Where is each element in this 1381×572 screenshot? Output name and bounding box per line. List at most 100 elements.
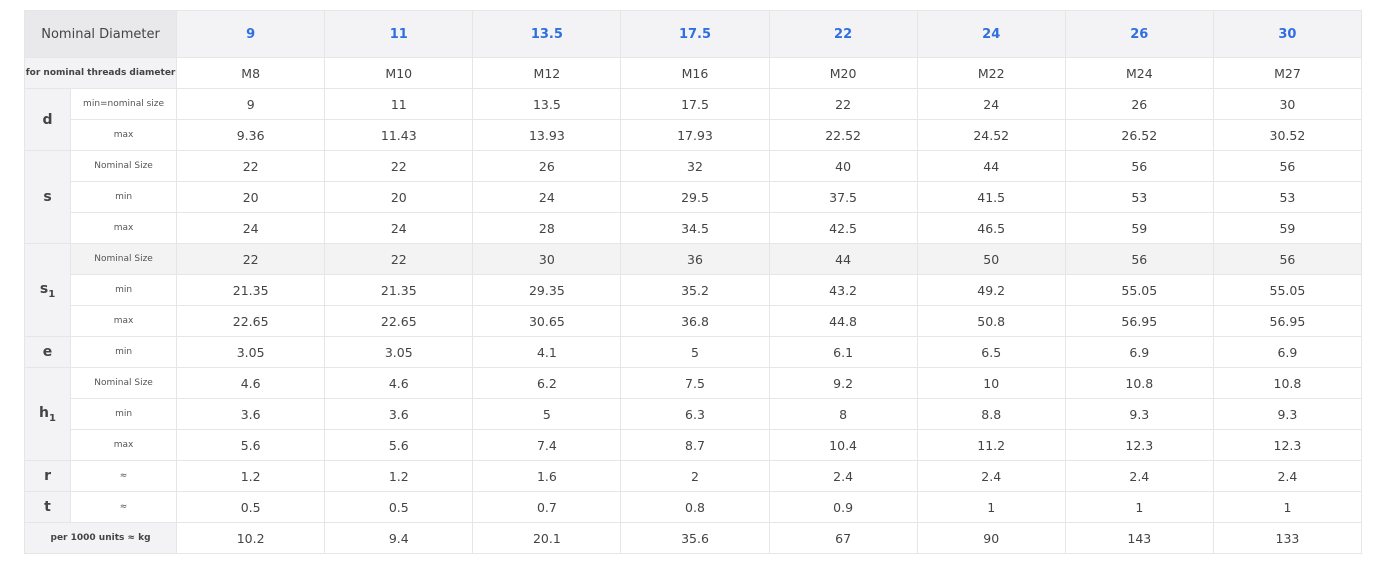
tolerance-label: min [70, 336, 178, 368]
table-cell: 7.4 [472, 429, 622, 461]
table-cell: 21.35 [324, 274, 474, 306]
table-cell: 28 [472, 212, 622, 244]
table-cell: 30.52 [1212, 119, 1363, 151]
table-cell: 24 [324, 212, 474, 244]
table-cell: 22.65 [324, 305, 474, 337]
weight-value: 143 [1064, 522, 1214, 554]
tolerance-label: Nominal Size [70, 243, 178, 275]
table-row: r ≈1.2 1.2 1.6 2 2.4 2.4 2.4 2.4 [23, 460, 1363, 492]
table-cell: 17.93 [620, 119, 770, 151]
table-row: max 9.36 11.43 13.93 17.93 22.52 24.52 26.52 30.… [25, 119, 1363, 151]
parameter-name: d [23, 88, 72, 151]
parameter-symbol: e [42, 344, 53, 360]
table-cell: 55.05 [1212, 274, 1363, 306]
table-cell: 9.3 [1064, 398, 1214, 430]
table-cell: 4.6 [176, 367, 326, 399]
table-cell: 30.65 [472, 305, 622, 337]
thread-value: M8 [176, 57, 326, 89]
parameter-subscript: 1 [49, 412, 56, 424]
table-row: s Nominal Size 22 22 26 32 40 44 56 56 [23, 150, 1363, 244]
table-cell: 4.1 [472, 336, 622, 368]
thread-value: M10 [324, 57, 474, 89]
table-cell: 0.7 [472, 491, 622, 523]
table-cell: 44.8 [768, 305, 918, 337]
table-cell: 3.6 [176, 398, 326, 430]
table-cell: 30 [1212, 88, 1363, 120]
table-cell: 56 [1212, 243, 1363, 275]
parameter-name: r [23, 460, 72, 492]
table-cell: 40 [768, 150, 918, 182]
weight-value: 35.6 [620, 522, 770, 554]
header-row: Nominal Diameter 9 11 13.5 17.5 22 24 26 30 [23, 10, 1363, 58]
table-cell: 44 [768, 243, 918, 275]
table-cell: 0.5 [324, 491, 474, 523]
weight-row-label: per 1000 units ≈ kg [23, 522, 178, 554]
tolerance-label: ≈ [70, 460, 178, 492]
table-row: min 3.6 3.6 5 6.3 8 8.8 9.3 9.3 [25, 398, 1363, 430]
tolerance-label: max [70, 305, 178, 337]
table-cell: 10.4 [768, 429, 918, 461]
table-cell: 3.6 [324, 398, 474, 430]
table-cell: 6.3 [620, 398, 770, 430]
table-cell: 3.05 [324, 336, 474, 368]
table-cell: 36 [620, 243, 770, 275]
table-cell: 53 [1212, 181, 1363, 213]
table-cell: 21.35 [176, 274, 326, 306]
table-cell: 6.5 [916, 336, 1066, 368]
table-cell: 10.8 [1212, 367, 1363, 399]
table-cell: 6.9 [1064, 336, 1214, 368]
table-cell: 17.5 [620, 88, 770, 120]
table-cell: 6.1 [768, 336, 918, 368]
table-cell: 12.3 [1064, 429, 1214, 461]
table-cell: 11 [324, 88, 474, 120]
table-row: max 24 24 28 34.5 42.5 46.5 59 59 [25, 212, 1363, 244]
table-cell: 24.52 [916, 119, 1066, 151]
parameter-symbol: r [44, 468, 51, 484]
thread-row: for nominal threads diameter M8 M10 M12 M16 M… [23, 57, 1363, 89]
table-cell: 6.9 [1212, 336, 1363, 368]
table-cell: 2.4 [916, 460, 1066, 492]
parameter-symbol: t [44, 499, 51, 515]
table-cell: 5 [620, 336, 770, 368]
table-cell: 56.95 [1212, 305, 1363, 337]
tolerance-label: min [70, 398, 178, 430]
table-cell: 42.5 [768, 212, 918, 244]
thread-row-label: for nominal threads diameter [23, 57, 178, 89]
diameter-header: 9 [176, 10, 326, 58]
thread-value: M16 [620, 57, 770, 89]
table-cell: 6.2 [472, 367, 622, 399]
table-cell: 8 [768, 398, 918, 430]
table-cell: 9.2 [768, 367, 918, 399]
table-cell: 34.5 [620, 212, 770, 244]
table-cell: 9.36 [176, 119, 326, 151]
table-row: e min 3.05 3.05 4.1 5 6.1 6.5 6.9 6.9 [23, 336, 1363, 368]
parameter-symbol: d [42, 111, 53, 128]
tolerance-label: Nominal Size [70, 150, 178, 182]
table-cell: 5.6 [176, 429, 326, 461]
table-cell: 3.05 [176, 336, 326, 368]
table-cell: 22 [324, 150, 474, 182]
weight-value: 67 [768, 522, 918, 554]
table-cell: 35.2 [620, 274, 770, 306]
parameter-subscript: 1 [48, 288, 56, 300]
table-cell: 53 [1064, 181, 1214, 213]
table-cell: 12.3 [1212, 429, 1363, 461]
table-cell: 0.8 [620, 491, 770, 523]
table-cell: 24 [176, 212, 326, 244]
diameter-header: 22 [768, 10, 918, 58]
table-cell: 30 [472, 243, 622, 275]
table-cell: 13.5 [472, 88, 622, 120]
table-cell: 41.5 [916, 181, 1066, 213]
table-cell: 5.6 [324, 429, 474, 461]
tolerance-label: ≈ [70, 491, 178, 523]
parameter-symbol: s [43, 189, 52, 205]
table-cell: 56.95 [1064, 305, 1214, 337]
table-cell: 20 [324, 181, 474, 213]
table-cell: 24 [916, 88, 1066, 120]
table-cell: 59 [1064, 212, 1214, 244]
table-cell: 22.65 [176, 305, 326, 337]
table-cell: 2 [620, 460, 770, 492]
diameter-header: 17.5 [620, 10, 770, 58]
table-cell: 10.8 [1064, 367, 1214, 399]
table-cell: 56 [1064, 243, 1214, 275]
